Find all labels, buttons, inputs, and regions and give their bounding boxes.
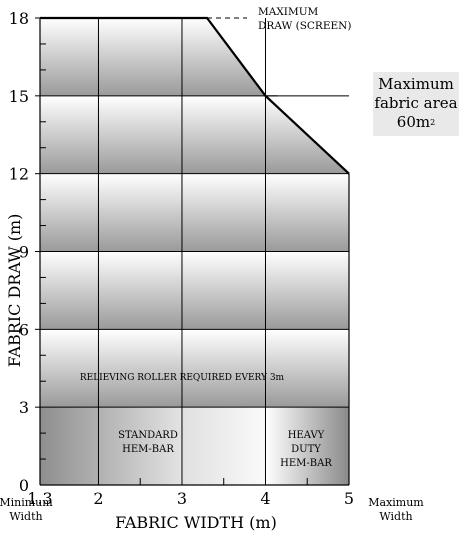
x-tick-label-2: 2 <box>93 489 103 508</box>
y-tick-label-9: 9 <box>19 243 29 262</box>
heavy-duty-hem-bar-line-1: HEAVY <box>288 430 325 441</box>
note-line-3: 60m2 <box>373 113 459 132</box>
note-superscript: 2 <box>430 118 436 127</box>
relieving-roller-annotation: RELIEVING ROLLER REQUIRED EVERY 3m <box>80 373 285 383</box>
axis-labels: FABRIC WIDTH (m) FABRIC DRAW (m) <box>5 214 277 532</box>
y-axis-title: FABRIC DRAW (m) <box>5 214 24 368</box>
annotations: MAXIMUM DRAW (SCREEN) RELIEVING ROLLER REQ… <box>80 6 352 469</box>
x-tick-label-1.3: 1.3 <box>27 489 52 508</box>
y-tick-label-0: 0 <box>19 476 29 495</box>
max-draw-annotation-line-1: MAXIMUM <box>258 6 319 18</box>
y-tick-label-12: 12 <box>9 165 29 184</box>
x-tick-label-4: 4 <box>260 489 270 508</box>
x-tick-label-3: 3 <box>177 489 187 508</box>
heavy-duty-hem-bar-line-2: DUTY <box>291 444 321 455</box>
y-tick-label-15: 15 <box>9 87 29 106</box>
y-tick-label-18: 18 <box>9 9 29 28</box>
band-9-12 <box>40 173 349 252</box>
min-width-label-line-1: Minimum <box>0 496 53 509</box>
heavy-duty-hem-bar-line-3: HEM-BAR <box>280 458 332 469</box>
zone-standard-hem-bar <box>40 407 182 485</box>
max-fabric-area-note: Maximum fabric area 60m2 <box>373 72 459 136</box>
x-axis-title: FABRIC WIDTH (m) <box>115 513 277 532</box>
gridlines <box>40 18 349 485</box>
zone-middle <box>181 407 266 485</box>
axes <box>35 17 350 486</box>
max-draw-annotation-line-2: DRAW (SCREEN) <box>258 20 351 32</box>
note-line-1: Maximum <box>378 75 454 93</box>
zone-heavy-duty <box>265 407 349 485</box>
standard-hem-bar-line-2: HEM-BAR <box>122 444 174 455</box>
band-3-6 <box>40 329 349 408</box>
standard-hem-bar-line-1: STANDARD <box>118 430 178 441</box>
min-width-label-line-2: Width <box>9 510 42 523</box>
series-layer <box>40 16 350 175</box>
note-line-2: fabric area <box>374 94 458 112</box>
max-width-label-line-1: Maximum <box>368 496 424 509</box>
note-value: 60m <box>396 113 431 131</box>
y-tick-label-6: 6 <box>19 320 29 339</box>
max-draw-envelope-line <box>40 16 350 175</box>
x-tick-label-5: 5 <box>344 489 354 508</box>
max-width-label-line-2: Width <box>379 510 412 523</box>
y-tick-label-3: 3 <box>19 398 29 417</box>
chart-bands <box>40 18 349 408</box>
band-6-9 <box>40 251 349 330</box>
band-12-15 <box>40 95 349 174</box>
hem-bar-zones <box>40 407 349 485</box>
